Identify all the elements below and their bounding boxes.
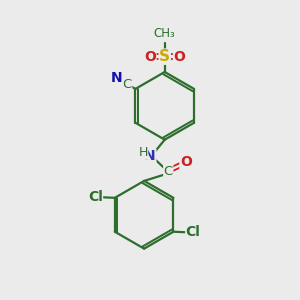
Text: O: O [180, 155, 192, 169]
Text: C: C [164, 165, 173, 178]
Text: N: N [111, 71, 123, 85]
Text: H: H [139, 146, 148, 159]
Text: O: O [173, 50, 185, 64]
Text: CH₃: CH₃ [154, 27, 176, 40]
Text: C: C [123, 78, 132, 91]
Text: O: O [144, 50, 156, 64]
Text: Cl: Cl [185, 225, 200, 239]
Text: S: S [159, 49, 170, 64]
Text: N: N [144, 149, 156, 164]
Text: Cl: Cl [88, 190, 103, 204]
